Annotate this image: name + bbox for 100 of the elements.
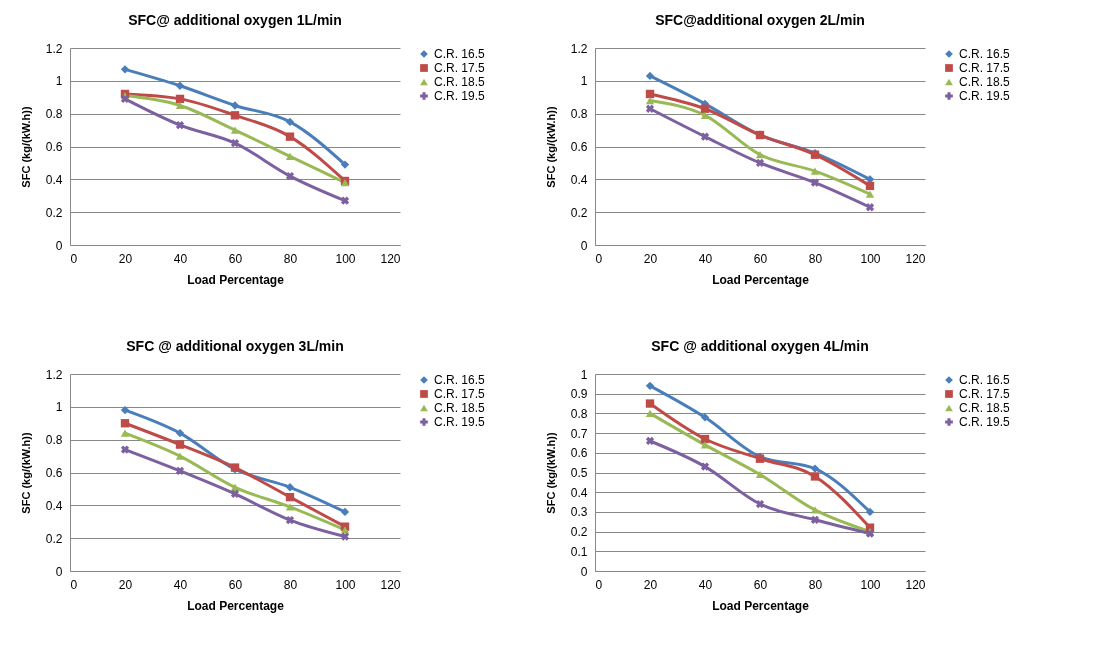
- x-tick-label: 100: [335, 577, 356, 592]
- x-tick-label: 80: [283, 251, 298, 266]
- x-tick-label: 60: [228, 251, 243, 266]
- legend-label: C.R. 16.5: [434, 47, 486, 61]
- y-tick-label: 0.8: [45, 433, 63, 448]
- point: [285, 152, 295, 160]
- point: [810, 464, 820, 473]
- point: [865, 203, 875, 212]
- point: [810, 515, 820, 524]
- point: [175, 121, 185, 130]
- legend-label: C.R. 17.5: [434, 387, 486, 401]
- y-tick-label: 0.5: [570, 466, 588, 480]
- y-tick-label: 0.6: [45, 466, 63, 480]
- point: [645, 89, 655, 99]
- point: [230, 111, 240, 120]
- point: [285, 492, 295, 502]
- point: [175, 452, 185, 460]
- x-tick-label: 80: [808, 577, 823, 592]
- point: [175, 81, 185, 90]
- x-axis-title: Load Percentage: [187, 598, 285, 613]
- y-tick-label: 0.8: [45, 107, 63, 122]
- x-tick-label: 100: [335, 251, 356, 266]
- point: [230, 126, 240, 134]
- legend-label: C.R. 19.5: [434, 89, 486, 103]
- chart-title: SFC@additional oxygen 2L/min: [655, 12, 865, 28]
- point: [645, 96, 655, 105]
- x-tick-label: 60: [228, 577, 243, 592]
- point: [700, 413, 710, 422]
- x-tick-label: 20: [643, 251, 658, 266]
- point: [340, 160, 350, 169]
- x-tick-label: 120: [905, 577, 926, 592]
- y-tick-label: 0.4: [570, 172, 588, 187]
- y-tick-label: 0.4: [45, 498, 63, 513]
- point: [645, 381, 655, 390]
- point: [285, 171, 295, 181]
- point: [120, 65, 130, 74]
- y-tick-label: 0: [580, 238, 588, 253]
- legend-label: C.R. 19.5: [434, 415, 486, 429]
- point: [120, 405, 130, 415]
- x-tick-label: 60: [753, 577, 768, 592]
- point: [865, 190, 875, 198]
- point: [810, 506, 820, 514]
- legend-label: C.R. 18.5: [434, 75, 486, 89]
- legend-label: C.R. 18.5: [434, 401, 486, 415]
- point: [340, 196, 350, 205]
- legend-label: C.R. 19.5: [959, 415, 1011, 429]
- point: [285, 483, 295, 492]
- point: [230, 489, 240, 498]
- legend-label: C.R. 17.5: [959, 61, 1011, 75]
- point: [645, 436, 655, 446]
- point: [645, 71, 655, 81]
- y-tick-label: 0.2: [570, 525, 588, 540]
- legend-label: C.R. 19.5: [959, 89, 1011, 103]
- point: [175, 94, 185, 104]
- y-tick-label: 0.3: [570, 505, 588, 520]
- x-tick-label: 40: [698, 577, 713, 592]
- point: [230, 101, 240, 110]
- x-tick-label: 120: [905, 251, 926, 266]
- y-tick-label: 1.2: [570, 41, 588, 56]
- x-tick-label: 60: [753, 251, 768, 266]
- y-tick-label: 0: [580, 564, 588, 579]
- y-tick-label: 0.6: [570, 140, 588, 154]
- point: [700, 132, 710, 141]
- point: [340, 507, 350, 517]
- y-tick-label: 0.6: [45, 140, 63, 154]
- y-tick-label: 0: [55, 564, 63, 579]
- y-axis-title: SFC (kg/(kW.h)): [544, 106, 557, 188]
- x-tick-label: 0: [70, 577, 78, 592]
- x-tick-label: 20: [118, 577, 133, 592]
- y-tick-label: 0.9: [570, 387, 588, 402]
- y-tick-label: 0: [55, 238, 63, 253]
- x-tick-label: 80: [808, 251, 823, 266]
- point: [285, 117, 295, 127]
- y-tick-label: 0.7: [570, 426, 588, 441]
- y-axis-title: SFC (kg/(kW.h)): [19, 432, 32, 514]
- x-tick-label: 40: [173, 577, 188, 592]
- x-tick-label: 0: [595, 251, 603, 266]
- chart-title: SFC@ additional oxygen 1L/min: [128, 12, 342, 28]
- y-tick-label: 0.8: [570, 406, 588, 421]
- legend-label: C.R. 16.5: [434, 373, 486, 387]
- y-tick-label: 0.4: [45, 172, 63, 187]
- x-axis-title: Load Percentage: [712, 598, 810, 613]
- point: [175, 428, 185, 438]
- legend-label: C.R. 16.5: [959, 47, 1011, 61]
- y-tick-label: 1.2: [45, 367, 63, 382]
- y-tick-label: 0.8: [570, 107, 588, 122]
- point: [755, 499, 765, 509]
- y-tick-label: 1: [580, 367, 588, 382]
- point: [865, 181, 875, 191]
- x-tick-label: 100: [860, 251, 881, 266]
- x-tick-label: 100: [860, 577, 881, 592]
- point: [645, 104, 655, 113]
- point: [700, 441, 710, 449]
- legend-label: C.R. 18.5: [959, 75, 1011, 89]
- point: [810, 472, 820, 481]
- x-tick-label: 20: [118, 251, 133, 266]
- x-tick-label: 120: [380, 251, 401, 266]
- x-axis-title: Load Percentage: [187, 272, 285, 287]
- x-tick-label: 0: [595, 577, 603, 592]
- point: [120, 94, 130, 104]
